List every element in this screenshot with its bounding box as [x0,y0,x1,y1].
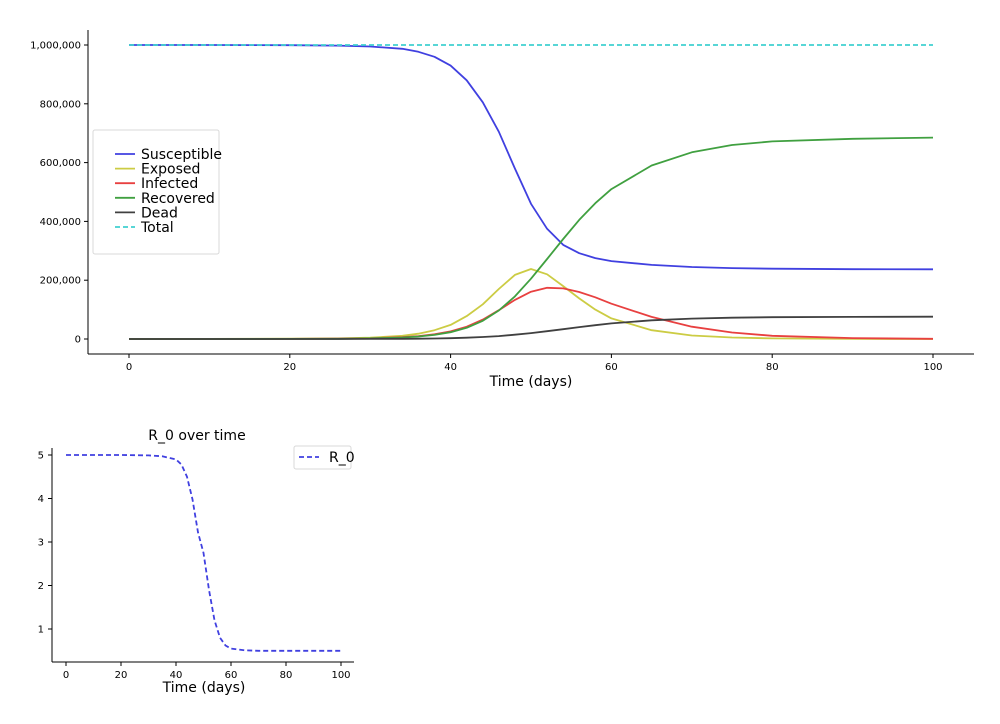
y-tick-label: 1,000,000 [30,41,81,52]
legend-box [293,445,352,470]
x-tick-label: 80 [766,362,779,373]
x-tick-label: 0 [63,670,69,681]
y-tick-label: 200,000 [40,276,81,287]
y-tick-label: 0 [75,335,81,346]
legend-label: Infected [141,176,198,192]
x-tick-label: 60 [225,670,238,681]
legend-label: Recovered [141,191,215,207]
legend-box [92,129,220,255]
series-line-susceptible [129,44,934,271]
y-tick-label: 4 [38,494,44,505]
legend-label: Susceptible [141,147,222,163]
x-tick-label: 100 [923,362,942,373]
x-axis-title: Time (days) [162,680,246,696]
x-tick-label: 80 [280,670,293,681]
chart-title: R_0 over time [148,428,245,444]
x-tick-label: 20 [283,362,296,373]
y-tick-label: 400,000 [40,217,81,228]
series-line-infected [129,286,934,340]
y-tick-label: 2 [38,581,44,592]
y-tick-label: 600,000 [40,158,81,169]
x-tick-label: 40 [170,670,183,681]
legend-label: R_0 [329,450,355,466]
x-tick-label: 100 [331,670,350,681]
legend-label: Exposed [141,162,200,178]
y-tick-label: 800,000 [40,99,81,110]
series-line-recovered [129,136,934,340]
x-tick-label: 20 [115,670,128,681]
x-tick-label: 0 [126,362,132,373]
x-axis-title: Time (days) [489,374,573,390]
y-tick-label: 5 [38,451,44,462]
legend-label: Dead [141,205,178,221]
y-tick-label: 1 [38,625,44,636]
y-tick-label: 3 [38,538,44,549]
series-line-dead [129,315,934,340]
series-line-r-0 [66,454,341,652]
x-tick-label: 40 [444,362,457,373]
legend-label: Total [140,220,174,236]
x-tick-label: 60 [605,362,618,373]
